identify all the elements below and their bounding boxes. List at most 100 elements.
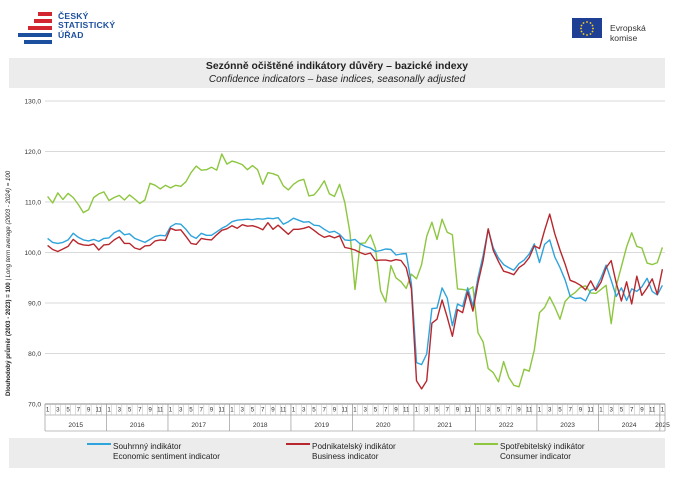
- y-tick-label: 100,0: [24, 250, 41, 257]
- y-tick-label: 80,0: [28, 351, 41, 358]
- grid-lines: [45, 100, 665, 405]
- chart-title: Sezónně očištěné indikátory důvěry – baz…: [205, 61, 469, 72]
- x-tick-label-month: 5: [435, 407, 439, 414]
- x-tick-label-year: 2018: [253, 422, 268, 429]
- x-tick-label-month: 7: [261, 407, 265, 414]
- legend: Souhrnný indikátor Economic sentiment in…: [9, 438, 665, 468]
- x-tick-label-year: 2023: [560, 422, 575, 429]
- x-tick-label-year: 2017: [191, 422, 206, 429]
- x-tick-label-month: 5: [374, 407, 378, 414]
- x-tick-label-month: 9: [579, 407, 583, 414]
- x-tick-label-month: 5: [251, 407, 255, 414]
- czso-line-2: STATISTICKÝ: [58, 20, 116, 31]
- x-tick-label-month: 7: [630, 407, 634, 414]
- x-tick-label-month: 7: [77, 407, 81, 414]
- x-tick-label-month: 3: [609, 407, 613, 414]
- legend-item-economic: Souhrnný indikátor Economic sentiment in…: [113, 442, 220, 462]
- legend-swatch-economic: [87, 443, 111, 445]
- series-lines: [47, 153, 664, 390]
- x-tick-label-month: 5: [620, 407, 624, 414]
- x-tick-label-month: 11: [587, 407, 594, 414]
- x-tick-label-month: 1: [353, 407, 357, 414]
- legend-label-business-cz: Podnikatelský indikátor: [312, 442, 396, 451]
- x-tick-label-month: 11: [219, 407, 226, 414]
- x-tick-label-month: 9: [517, 407, 521, 414]
- legend-item-consumer: Spotřebitelský indikátor Consumer indica…: [500, 442, 585, 462]
- x-tick-label-month: 11: [157, 407, 164, 414]
- x-tick-label-year: 2022: [499, 422, 514, 429]
- y-tick-label: 70,0: [28, 402, 41, 409]
- x-tick-label-month: 9: [333, 407, 337, 414]
- x-tick-label-year: 2021: [437, 422, 452, 429]
- x-tick-label-month: 9: [271, 407, 275, 414]
- y-tick-label: 120,0: [24, 149, 41, 156]
- legend-label-economic-en: Economic sentiment indicator: [113, 452, 220, 461]
- x-tick-label-year: 2015: [68, 422, 83, 429]
- x-tick-label-month: 5: [558, 407, 562, 414]
- x-tick-label-month: 3: [425, 407, 429, 414]
- title-band: Sezónně očištěné indikátory důvěry – baz…: [9, 58, 665, 88]
- y-tick-label: 130,0: [24, 99, 41, 106]
- x-tick-label-year: 2016: [130, 422, 145, 429]
- x-tick-label-month: 5: [66, 407, 70, 414]
- x-tick-label-month: 3: [179, 407, 183, 414]
- x-tick-label-month: 5: [497, 407, 501, 414]
- y-tick-label: 90,0: [28, 301, 41, 308]
- y-tick-label: 110,0: [25, 200, 41, 207]
- series-line-business: [47, 213, 664, 390]
- legend-swatch-business: [286, 443, 310, 445]
- x-tick-label-month: 5: [312, 407, 316, 414]
- legend-item-business: Podnikatelský indikátor Business indicat…: [312, 442, 396, 462]
- series-line-economic: [47, 216, 664, 366]
- x-tick-label-month: 7: [446, 407, 450, 414]
- x-tick-label-month: 7: [568, 407, 572, 414]
- x-tick-label-month: 3: [118, 407, 122, 414]
- x-tick-label-month: 5: [189, 407, 193, 414]
- x-tick-label-month: 1: [538, 407, 542, 414]
- legend-label-consumer-cz: Spotřebitelský indikátor: [500, 442, 585, 451]
- eu-line-1: Evropská: [610, 23, 646, 33]
- x-tick-label-year: 2019: [314, 422, 329, 429]
- series-line-consumer: [47, 153, 664, 388]
- x-tick-label-month: 7: [384, 407, 388, 414]
- x-tick-label-year: 2020: [376, 422, 391, 429]
- x-tick-label-month: 1: [599, 407, 603, 414]
- x-tick-label-month: 3: [302, 407, 306, 414]
- x-tick-label-month: 7: [200, 407, 204, 414]
- x-tick-label-month: 11: [465, 407, 472, 414]
- x-tick-label-month: 7: [323, 407, 327, 414]
- x-tick-label-month: 9: [640, 407, 644, 414]
- czso-line-3: ÚŘAD: [58, 29, 84, 40]
- eu-line-2: komise: [610, 33, 638, 43]
- legend-label-economic-cz: Souhrnný indikátor: [113, 442, 182, 451]
- chart-subtitle: Confidence indicators – base indices, se…: [208, 74, 466, 85]
- x-tick-label-month: 3: [56, 407, 60, 414]
- x-tick-label-month: 3: [364, 407, 368, 414]
- x-tick-label-month: 1: [476, 407, 480, 414]
- x-tick-label-month: 1: [230, 407, 234, 414]
- eu-flag-icon: [572, 18, 602, 38]
- x-tick-label-month: 7: [138, 407, 142, 414]
- x-tick-label-month: 11: [342, 407, 349, 414]
- x-tick-label-month: 9: [456, 407, 460, 414]
- x-tick-label-month: 11: [526, 407, 533, 414]
- x-tick-label-year: 2024: [622, 422, 637, 429]
- czso-line-1: ČESKÝ: [58, 11, 89, 21]
- x-tick-label-month: 1: [46, 407, 50, 414]
- x-tick-label-month: 9: [148, 407, 152, 414]
- x-tick-label-month: 11: [96, 407, 103, 414]
- x-tick-label-month: 1: [169, 407, 173, 414]
- x-axis: 1 3 5 7 9 11 1 3 5 7 9 11 1 3 5 7 9 11 1 3 5 7 9 11 1 3 5 7 9 11 1 3 5 7 9…: [44, 404, 670, 432]
- x-tick-label-month: 1: [415, 407, 419, 414]
- czso-logo: [14, 12, 54, 52]
- x-tick-label-month: 1: [107, 407, 111, 414]
- x-tick-label-month: 11: [403, 407, 410, 414]
- eu-wordmark: Evropská komise: [610, 23, 646, 43]
- czso-wordmark: ČESKÝ STATISTICKÝ ÚŘAD: [58, 11, 116, 40]
- x-tick-label-month: 7: [507, 407, 511, 414]
- x-tick-label-month: 3: [548, 407, 552, 414]
- x-tick-label-year: 2025: [655, 422, 670, 429]
- x-tick-label-month: 3: [486, 407, 490, 414]
- x-tick-label-month: 1: [292, 407, 296, 414]
